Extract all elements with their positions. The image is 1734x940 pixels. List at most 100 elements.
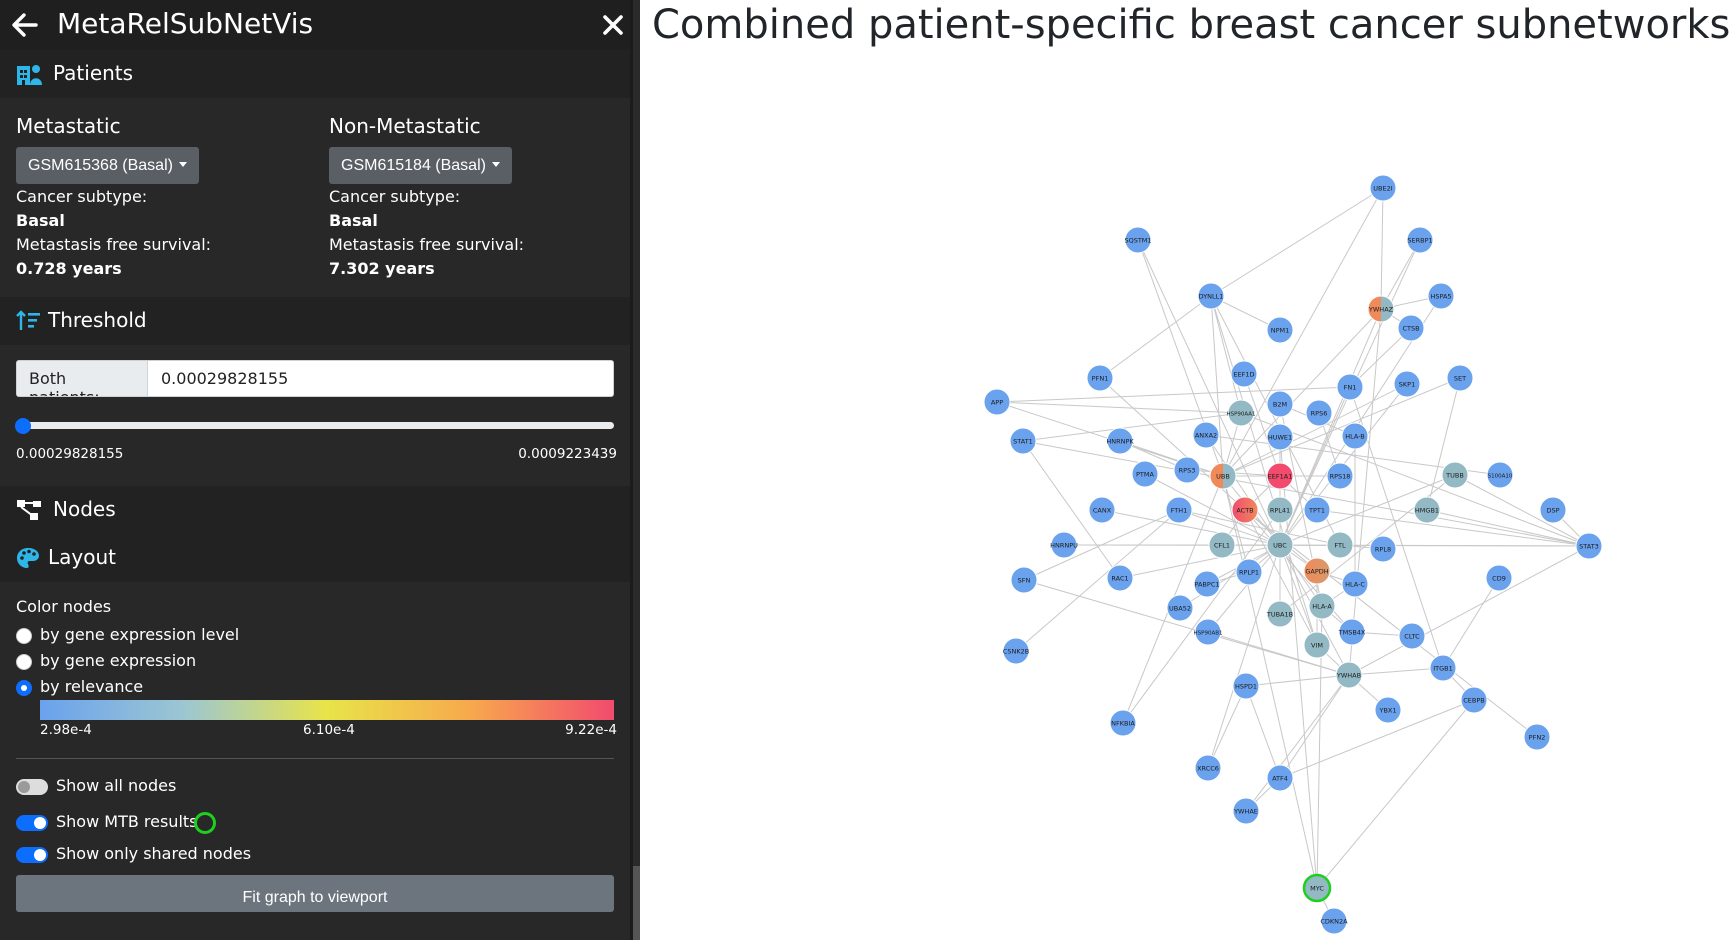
node-rps18[interactable]: RPS18 <box>1326 462 1354 490</box>
node-circle[interactable] <box>1369 174 1397 202</box>
node-rpl41[interactable]: RPL41 <box>1266 496 1294 524</box>
node-circle[interactable] <box>1131 460 1159 488</box>
node-circle[interactable] <box>983 388 1011 416</box>
node-skp1[interactable]: SKP1 <box>1393 370 1421 398</box>
node-circle[interactable] <box>1009 427 1037 455</box>
node-xrcc6[interactable]: XRCC6 <box>1194 754 1222 782</box>
sidebar-scrollbar[interactable] <box>633 0 640 940</box>
node-pfn1[interactable]: PFN1 <box>1086 364 1114 392</box>
node-rps3[interactable]: RPS3 <box>1173 456 1201 484</box>
node-rps6[interactable]: RPS6 <box>1305 399 1333 427</box>
node-circle[interactable] <box>1266 423 1294 451</box>
node-circle[interactable] <box>1232 797 1260 825</box>
node-cdkn2a[interactable]: CDKN2A <box>1320 907 1348 935</box>
node-circle[interactable] <box>1266 764 1294 792</box>
node-circle[interactable] <box>1166 594 1194 622</box>
node-ywhae[interactable]: YWHAE <box>1232 797 1260 825</box>
node-circle[interactable] <box>1374 696 1402 724</box>
node-hsp90ab1[interactable]: HSP90AB1 <box>1194 618 1223 646</box>
node-circle[interactable] <box>1230 360 1258 388</box>
node-huwe1[interactable]: HUWE1 <box>1266 423 1294 451</box>
node-itgb1[interactable]: ITGB1 <box>1429 654 1457 682</box>
node-atf4[interactable]: ATF4 <box>1266 764 1294 792</box>
node-circle[interactable] <box>1208 531 1236 559</box>
node-circle[interactable] <box>1086 364 1114 392</box>
node-b2m[interactable]: B2M <box>1266 390 1294 418</box>
threshold-slider-track[interactable] <box>16 422 614 429</box>
radio-button[interactable] <box>16 654 32 670</box>
node-eef1d[interactable]: EEF1D <box>1230 360 1258 388</box>
node-circle[interactable] <box>1485 564 1513 592</box>
node-circle[interactable] <box>1010 566 1038 594</box>
sidebar-scrollbar-thumb[interactable] <box>633 866 640 940</box>
node-cltc[interactable]: CLTC <box>1398 622 1426 650</box>
node-circle[interactable] <box>1575 532 1603 560</box>
node-app[interactable]: APP <box>983 388 1011 416</box>
node-circle[interactable] <box>1303 631 1331 659</box>
node-rplp1[interactable]: RPLP1 <box>1235 558 1263 586</box>
node-myc[interactable]: MYC <box>1302 873 1332 903</box>
node-circle[interactable] <box>1266 496 1294 524</box>
node-tubb[interactable]: TUBB <box>1441 461 1469 489</box>
node-pabpc1[interactable]: PABPC1 <box>1193 570 1221 598</box>
threshold-slider-handle[interactable] <box>15 418 31 434</box>
fit-graph-button[interactable]: Fit graph to viewport <box>16 875 614 912</box>
close-icon[interactable] <box>598 10 628 40</box>
node-ywhab[interactable]: YWHAB <box>1335 661 1363 689</box>
radio-button-selected[interactable] <box>16 680 32 696</box>
node-hspa5[interactable]: HSPA5 <box>1427 282 1455 310</box>
node-cebpb[interactable]: CEBPB <box>1460 686 1488 714</box>
node-hsp90aa1[interactable]: HSP90AA1 <box>1226 399 1256 427</box>
node-circle[interactable] <box>1326 531 1354 559</box>
node-hnrnpk[interactable]: HNRNPK <box>1106 427 1134 455</box>
network-graph[interactable]: UBE2I SQSTM1 SERBP1 DYNLL1 HSPA5 YWHAZ CTSB NPM… <box>640 0 1734 940</box>
node-canx[interactable]: CANX <box>1088 496 1116 524</box>
node-sqstm1[interactable]: SQSTM1 <box>1124 226 1152 254</box>
node-sfn[interactable]: SFN <box>1010 566 1038 594</box>
node-circle[interactable] <box>1209 462 1237 490</box>
node-cd9[interactable]: CD9 <box>1485 564 1513 592</box>
node-serbp1[interactable]: SERBP1 <box>1406 226 1434 254</box>
node-tuba1b[interactable]: TUBA1B <box>1266 600 1294 628</box>
node-circle[interactable] <box>1050 531 1078 559</box>
node-circle[interactable] <box>1266 462 1294 490</box>
node-fn1[interactable]: FN1 <box>1336 373 1364 401</box>
node-circle[interactable] <box>1341 422 1369 450</box>
node-circle[interactable] <box>1303 557 1331 585</box>
node-circle[interactable] <box>1192 421 1220 449</box>
node-circle[interactable] <box>1266 600 1294 628</box>
node-circle[interactable] <box>1523 723 1551 751</box>
node-ctsb[interactable]: CTSB <box>1397 314 1425 342</box>
node-circle[interactable] <box>1441 461 1469 489</box>
node-hspd1[interactable]: HSPD1 <box>1232 672 1260 700</box>
switch-show-all-nodes[interactable] <box>16 779 48 795</box>
node-hmgb1[interactable]: HMGB1 <box>1413 496 1441 524</box>
node-cfl1[interactable]: CFL1 <box>1208 531 1236 559</box>
node-rac1[interactable]: RAC1 <box>1106 564 1134 592</box>
node-circle[interactable] <box>1336 373 1364 401</box>
node-circle[interactable] <box>1173 456 1201 484</box>
node-hla-a[interactable]: HLA-A <box>1308 592 1336 620</box>
node-hnrnpu[interactable]: HNRNPU <box>1050 531 1078 559</box>
node-circle[interactable] <box>1460 686 1488 714</box>
node-vim[interactable]: VIM <box>1303 631 1331 659</box>
node-nfkbia[interactable]: NFKBIA <box>1109 709 1137 737</box>
node-circle[interactable] <box>1427 282 1455 310</box>
node-anxa2[interactable]: ANXA2 <box>1192 421 1220 449</box>
radio-button[interactable] <box>16 628 32 644</box>
node-circle[interactable] <box>1194 618 1222 646</box>
node-circle[interactable] <box>1109 709 1137 737</box>
section-layout[interactable]: Layout <box>0 534 630 582</box>
node-set[interactable]: SET <box>1446 364 1474 392</box>
node-circle[interactable] <box>1305 399 1333 427</box>
node-ftl[interactable]: FTL <box>1326 531 1354 559</box>
node-dsp[interactable]: DSP <box>1539 496 1567 524</box>
node-circle[interactable] <box>1406 226 1434 254</box>
node-circle[interactable] <box>1002 637 1030 665</box>
node-circle[interactable] <box>1341 570 1369 598</box>
node-circle[interactable] <box>1266 390 1294 418</box>
node-circle[interactable] <box>1088 496 1116 524</box>
node-csnk2b[interactable]: CSNK2B <box>1002 637 1030 665</box>
section-patients[interactable]: Patients <box>0 50 630 98</box>
node-hla-b[interactable]: HLA-B <box>1341 422 1369 450</box>
